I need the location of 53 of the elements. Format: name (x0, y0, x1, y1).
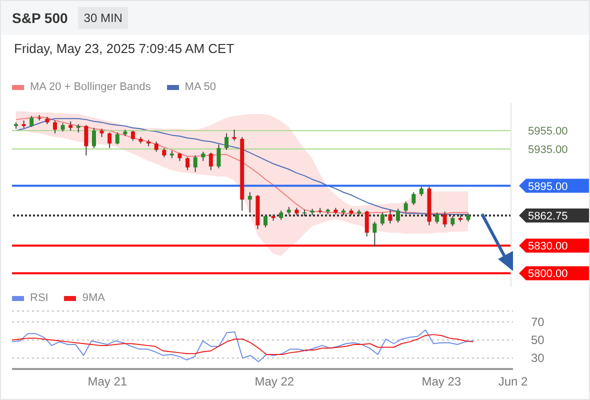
legend-label: MA 50 (184, 81, 216, 93)
candlestick (52, 120, 57, 134)
line-series (12, 330, 474, 362)
x-tick-label: May 21 (88, 374, 128, 389)
candlestick (364, 210, 369, 237)
candlestick (396, 208, 400, 224)
candlestick (201, 151, 206, 162)
y-tick-label: 5800.00 (528, 268, 568, 280)
candlestick (84, 124, 88, 156)
candlestick (264, 214, 268, 228)
candlestick (442, 211, 447, 228)
candlestick (108, 132, 112, 149)
chart-subtitle: 30 MIN (78, 7, 128, 29)
y-tick-label: 70 (531, 314, 545, 329)
x-tick-label: May 23 (422, 374, 462, 389)
candlestick (193, 154, 198, 172)
candlestick (279, 210, 284, 220)
candlestick (216, 144, 221, 169)
text: Friday, May 23, 2025 7:09:45 AM CET (14, 41, 234, 56)
y-tick-label: 5955.00 (528, 126, 568, 138)
candlestick (435, 212, 440, 224)
candlestick (115, 132, 120, 145)
x-tick-label: Jun 2 (498, 374, 528, 389)
candlestick (404, 200, 408, 213)
candlestick (154, 141, 158, 152)
y-tick-label: 5862.75 (528, 210, 568, 222)
candlestick (30, 115, 34, 128)
candlestick (224, 132, 229, 150)
candlestick (372, 221, 377, 248)
legend-label: 9MA (81, 292, 105, 304)
candlestick (232, 129, 236, 142)
y-tick-label: 5935.00 (528, 144, 568, 156)
legend-label: RSI (29, 292, 48, 304)
y-tick-label: 5895.00 (528, 180, 568, 193)
y-tick-label: 30 (531, 351, 545, 366)
x-tick-label: May 22 (254, 374, 294, 389)
candlestick (419, 186, 424, 196)
chart-title: S&P 500 (12, 10, 68, 26)
candlestick (380, 212, 384, 226)
y-tick-label: 5830.00 (528, 240, 568, 253)
candlestick (208, 152, 213, 171)
candlestick (68, 120, 73, 132)
legend-label: MA 20 + Bollinger Bands (29, 81, 151, 93)
y-tick-label: 50 (531, 333, 545, 347)
candlestick (248, 192, 252, 213)
candlestick (162, 148, 166, 158)
candlestick (412, 192, 416, 206)
candlestick (186, 156, 190, 171)
candlestick (130, 130, 135, 142)
line-series (12, 334, 474, 355)
candlestick (388, 209, 392, 224)
candlestick (450, 216, 455, 227)
candlestick (92, 127, 96, 149)
